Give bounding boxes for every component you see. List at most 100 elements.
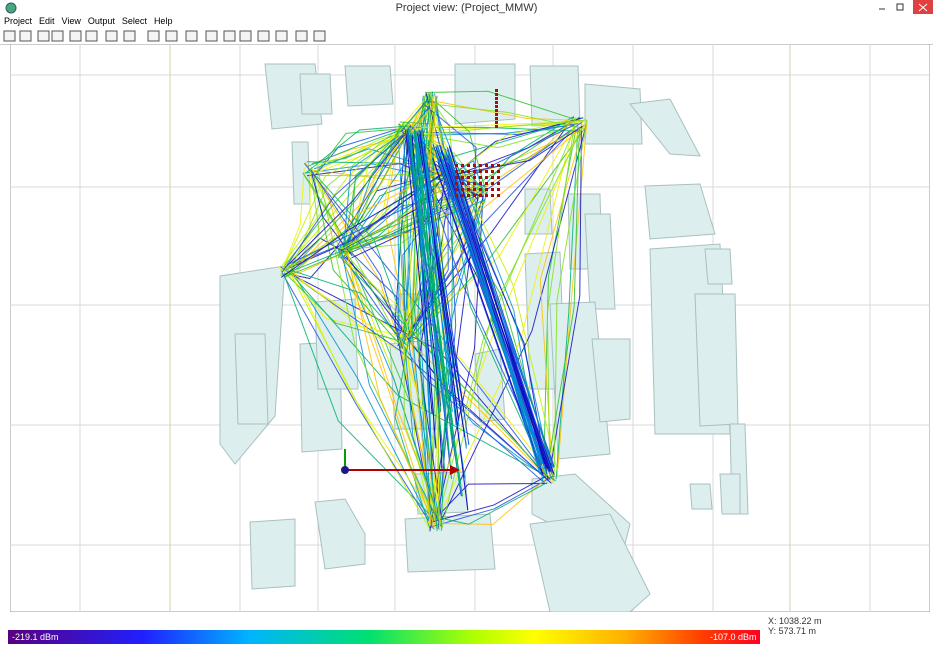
ray (405, 130, 433, 414)
receiver (485, 188, 488, 191)
ray (407, 91, 434, 137)
toolbar-button[interactable] (239, 30, 252, 42)
receiver (479, 170, 482, 173)
receiver (491, 194, 494, 197)
toolbar-button[interactable] (165, 30, 178, 42)
rays (277, 89, 588, 532)
ray (553, 119, 588, 477)
ray (404, 346, 441, 523)
ray (337, 116, 580, 249)
building (704, 248, 733, 285)
ray (436, 172, 454, 521)
ray (307, 130, 400, 167)
ray (445, 152, 552, 471)
receiver (495, 117, 498, 120)
ray (414, 133, 433, 481)
toolbar-button[interactable] (275, 30, 288, 42)
axis-arrow (450, 465, 460, 475)
receiver (467, 188, 470, 191)
menu-bar: Project Edit View Output Select Help (0, 16, 933, 28)
menu-item[interactable]: Project (4, 16, 33, 26)
menu-item[interactable]: Edit (39, 16, 55, 26)
toolbar-button[interactable] (313, 30, 326, 42)
ray (419, 132, 453, 413)
buildings (219, 63, 749, 612)
toolbar-button[interactable] (85, 30, 98, 42)
ray (302, 172, 353, 252)
toolbar-button[interactable] (37, 30, 50, 42)
menu-item[interactable]: View (61, 16, 81, 26)
building (454, 63, 516, 125)
receiver (479, 194, 482, 197)
receiver (491, 176, 494, 179)
toolbar-button[interactable] (185, 30, 198, 42)
ray (411, 100, 438, 340)
receiver (491, 170, 494, 173)
toolbar-button[interactable] (257, 30, 270, 42)
x-coordinate: X: 1038.22 m (768, 616, 822, 626)
receiver (455, 164, 458, 167)
ray (432, 176, 444, 522)
ray (315, 162, 441, 531)
ray (546, 117, 576, 477)
toolbar-button[interactable] (69, 30, 82, 42)
toolbar-button[interactable] (223, 30, 236, 42)
menu-item[interactable]: Output (87, 16, 115, 26)
building (584, 213, 616, 310)
toolbar-button[interactable] (19, 30, 32, 42)
receiver (467, 176, 470, 179)
ray (414, 129, 453, 446)
ray (436, 101, 584, 122)
toolbar-button[interactable] (295, 30, 308, 42)
title-bar: Project view: (Project_MMW) (0, 0, 933, 16)
ray (292, 270, 408, 346)
ray (417, 129, 433, 461)
receiver (485, 170, 488, 173)
ray (340, 257, 551, 475)
building (234, 333, 269, 425)
transmitter (341, 449, 460, 475)
ray (316, 121, 582, 167)
receiver (497, 188, 500, 191)
ray (308, 122, 581, 176)
receiver (485, 194, 488, 197)
menu-item[interactable]: Help (153, 16, 173, 26)
ray (281, 132, 406, 273)
ray (446, 150, 554, 468)
ray (345, 245, 437, 529)
ray (448, 145, 546, 465)
ray (341, 243, 399, 343)
toolbar-button[interactable] (123, 30, 136, 42)
ray (439, 481, 548, 525)
receiver (495, 97, 498, 100)
toolbar-button[interactable] (51, 30, 64, 42)
ray (440, 150, 551, 469)
ray (408, 178, 449, 341)
receiver (473, 194, 476, 197)
ray (291, 271, 398, 351)
ray (284, 272, 400, 342)
building (689, 483, 713, 510)
toolbar-button[interactable] (147, 30, 160, 42)
receiver (461, 176, 464, 179)
building (719, 473, 741, 515)
ray (398, 337, 442, 524)
menu-item[interactable]: Select (121, 16, 147, 26)
ray (317, 170, 455, 177)
toolbar-button[interactable] (3, 30, 16, 42)
window-controls[interactable] (873, 0, 933, 16)
ray (428, 475, 555, 528)
ray (282, 167, 305, 270)
colorbar-min: -219.1 dBm (12, 632, 59, 642)
receiver (467, 170, 470, 173)
building (584, 83, 643, 145)
ray (310, 165, 441, 528)
ray (556, 120, 588, 476)
ray (427, 118, 585, 524)
toolbar-button[interactable] (205, 30, 218, 42)
ray (399, 337, 434, 532)
building (314, 498, 366, 570)
ray (338, 249, 546, 484)
ray (351, 129, 411, 253)
toolbar-button[interactable] (105, 30, 118, 42)
